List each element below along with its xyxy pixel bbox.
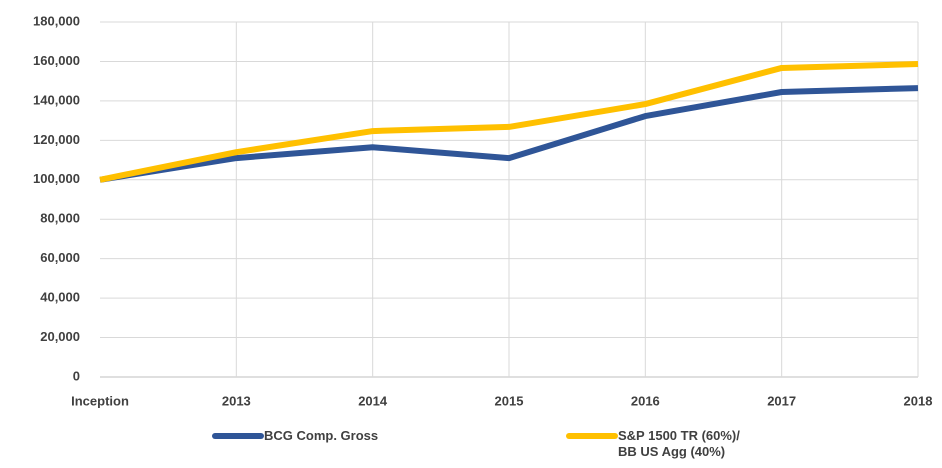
y-tick-label: 140,000 (33, 92, 80, 107)
x-tick-label: 2016 (631, 393, 660, 408)
y-tick-label: 180,000 (33, 13, 80, 28)
x-tick-label: 2015 (495, 393, 524, 408)
y-tick-label: 100,000 (33, 171, 80, 186)
legend-item: BCG Comp. Gross (212, 428, 404, 444)
legend-swatch (566, 433, 618, 439)
y-tick-label: 40,000 (40, 290, 80, 305)
y-tick-label: 80,000 (40, 211, 80, 226)
x-tick-label: 2013 (222, 393, 251, 408)
y-tick-label: 160,000 (33, 53, 80, 68)
series-line (99, 85, 919, 183)
x-tick-label: 2014 (358, 393, 388, 408)
legend-label: BCG Comp. Gross (264, 428, 379, 443)
legend-label: S&P 1500 TR (60%)/ BB US Agg (40%) (618, 428, 740, 459)
series-line (99, 61, 919, 183)
x-tick-label: 2018 (904, 393, 933, 408)
x-tick-label: Inception (71, 393, 129, 408)
y-tick-label: 20,000 (40, 329, 80, 344)
y-tick-label: 120,000 (33, 132, 80, 147)
legend-swatch (212, 433, 264, 439)
x-tick-label: 2017 (767, 393, 796, 408)
y-tick-label: 60,000 (40, 250, 80, 265)
y-tick-label: 0 (73, 368, 80, 383)
legend-item: S&P 1500 TR (60%)/ BB US Agg (40%) (566, 428, 758, 460)
chart: 0 20,000 40,000 60,000 80,000 100,000 120,000 1… (33, 13, 933, 408)
